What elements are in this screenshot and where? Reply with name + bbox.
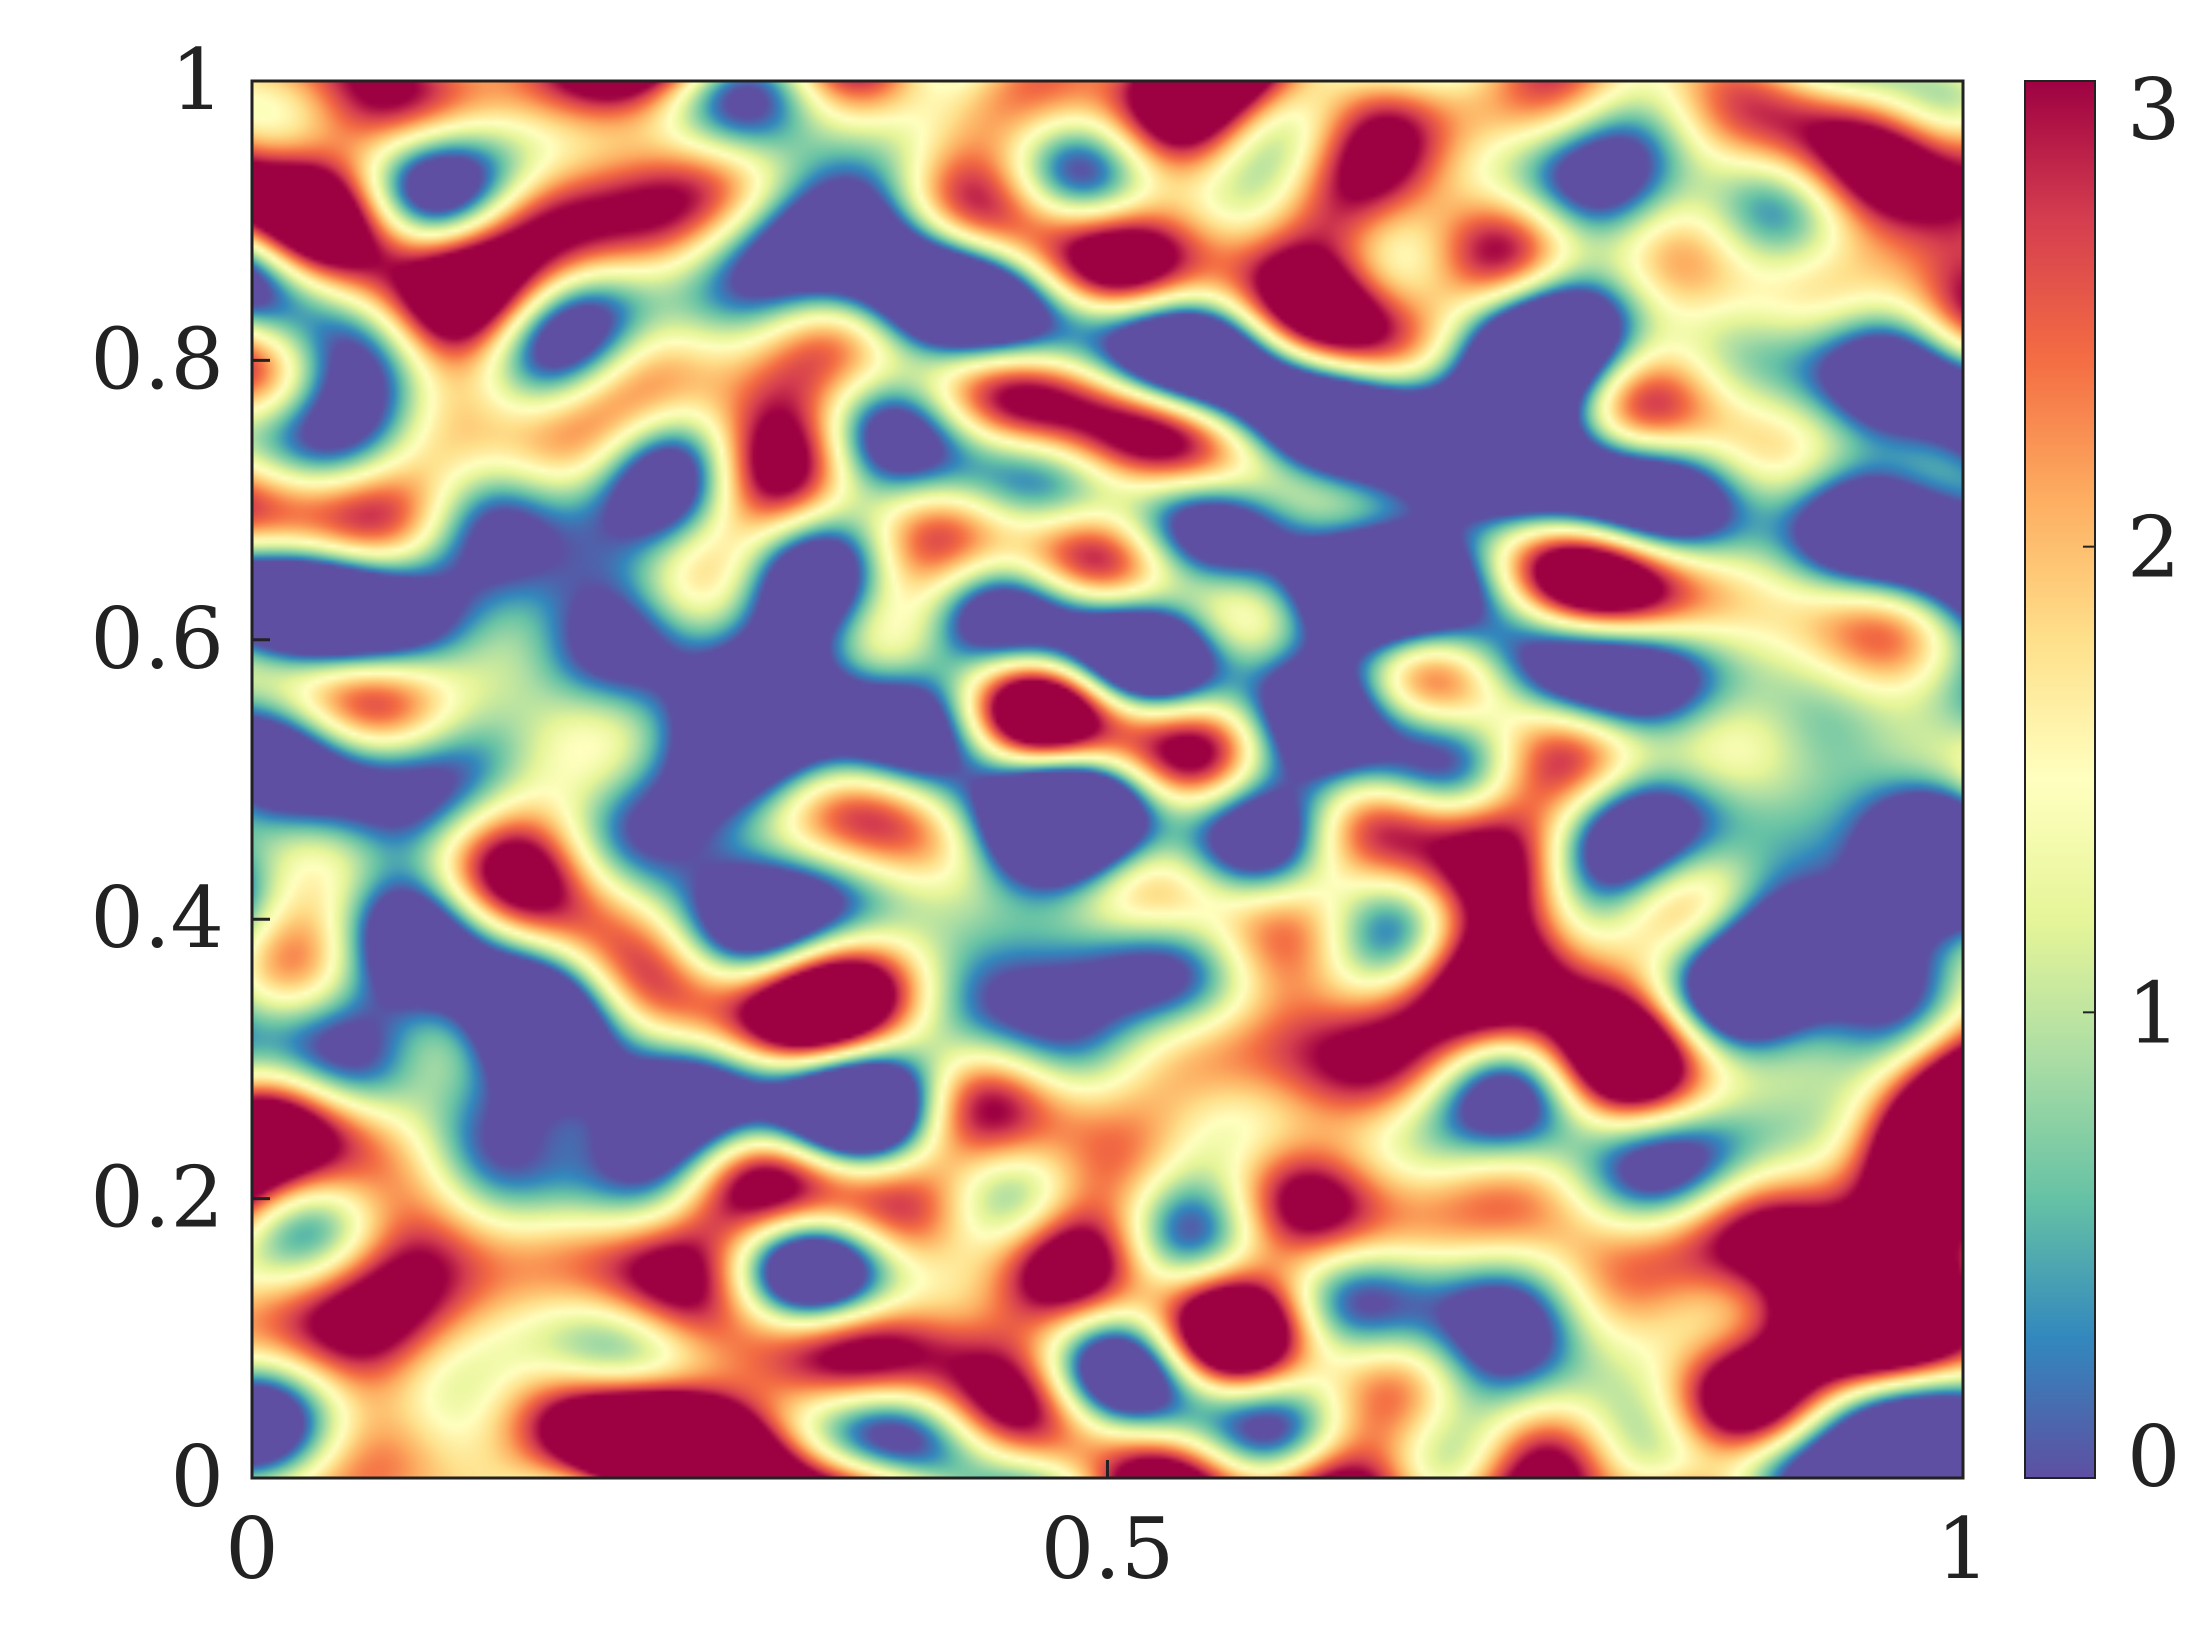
- heatmap-field: [252, 81, 1963, 1478]
- colorbar-tick-label: 1: [2127, 964, 2180, 1062]
- y-tick-label: 1: [171, 31, 224, 129]
- x-tick-label: 0.5: [1041, 1500, 1175, 1598]
- y-tick-label: 0.6: [90, 590, 224, 688]
- colorbar-tick-label: 2: [2127, 499, 2180, 597]
- y-tick-label: 0.4: [90, 869, 224, 967]
- y-tick-label: 0.8: [90, 310, 224, 408]
- x-tick-label: 0: [225, 1500, 278, 1598]
- colorbar-gradient: [2024, 80, 2096, 1479]
- plot-area: [250, 79, 1965, 1480]
- y-axis: 0 0.2 0.4 0.6 0.8 1: [90, 31, 270, 1526]
- y-tick-label: 0: [171, 1428, 224, 1526]
- colorbar-tick-label: 0: [2127, 1408, 2180, 1506]
- colorbar-tick-label: 3: [2127, 61, 2180, 159]
- x-axis: 0 0.5 1: [225, 1460, 1990, 1598]
- y-tick-label: 0.2: [90, 1149, 224, 1247]
- x-tick-label: 1: [1936, 1500, 1989, 1598]
- colorbar: 0 1 2 3: [2024, 61, 2180, 1506]
- colorbar-ticks: 0 1 2 3: [2083, 61, 2180, 1506]
